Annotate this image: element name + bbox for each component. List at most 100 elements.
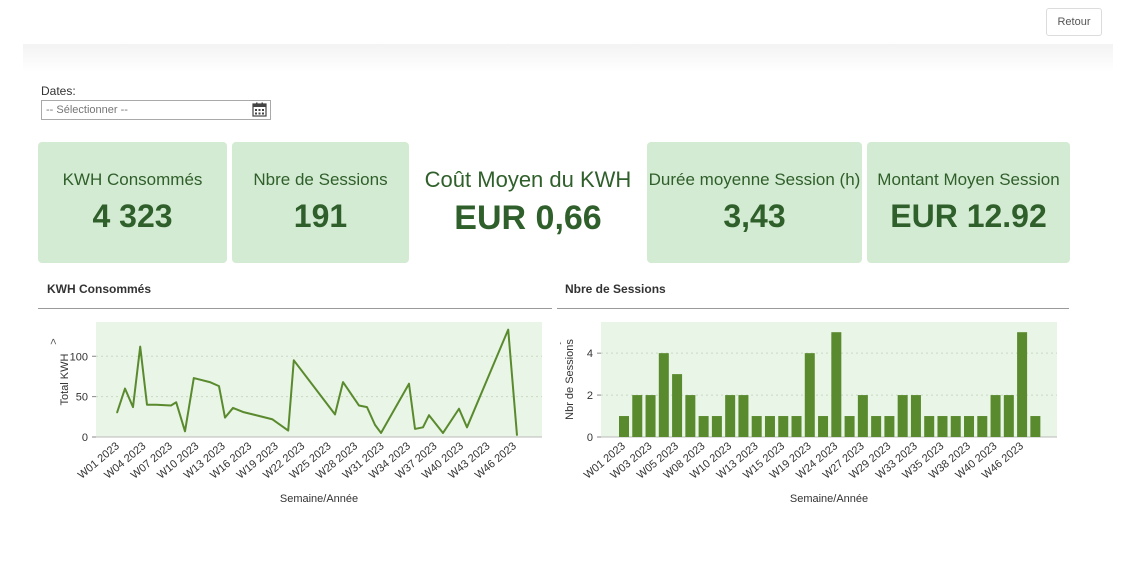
y-tick-label: 4 [587,348,593,360]
data-point [139,345,141,348]
line-chart-title: KWH Consommés [47,282,152,296]
data-point [458,408,460,410]
kpi-value: EUR 12.92 [890,198,1047,234]
x-axis-label: Semaine/Année [280,493,358,505]
bar [950,416,961,437]
data-point [193,377,195,379]
bar [844,416,855,437]
bar [764,416,775,437]
bar [738,395,749,437]
divider [557,308,1069,309]
kpi-card-kwh: KWH Consommés 4 323 [38,142,227,263]
data-point [175,401,177,403]
bar [964,416,975,437]
kpi-value: 191 [293,198,348,234]
bar-chart-title: Nbre de Sessions [565,282,666,296]
bar [1030,416,1041,437]
y-tick-label: 50 [76,392,88,404]
bar [990,395,1001,437]
calendar-icon[interactable] [252,102,267,117]
bar [977,416,988,437]
kpi-card-avg-cost: Coût Moyen du KWH EUR 0,66 [410,142,646,263]
data-point [366,406,368,408]
data-point [124,387,126,390]
data-point [209,381,211,383]
y-tick-label: 2 [587,390,593,402]
bar [857,395,868,437]
data-point [271,418,273,420]
y-axis-chevron-icon: > [48,338,60,344]
bar [658,353,669,437]
back-button[interactable]: Retour [1046,8,1102,36]
data-point [408,383,410,385]
y-axis-label: Nbr de Sessions [564,339,576,420]
bar [751,416,762,437]
y-tick-label: 0 [587,432,593,444]
bar [672,374,683,437]
kpi-label: Coût Moyen du KWH [424,167,632,192]
data-point [146,404,148,406]
kpi-label: Nbre de Sessions [253,170,388,189]
data-point [428,414,430,416]
data-point [232,407,234,409]
data-point [116,412,118,414]
bar [725,395,736,437]
bar [937,416,948,437]
plot-area [601,322,1057,437]
y-axis-label: Total KWH [59,353,71,405]
data-point [334,413,336,415]
kpi-value: EUR 0,66 [454,199,602,237]
kpi-label: Durée moyenne Session (h) [648,170,861,189]
data-point [342,381,344,383]
data-point [466,426,468,428]
bar [791,416,802,437]
data-point [224,417,226,419]
kpi-label: KWH Consommés [62,170,203,189]
data-point [516,434,518,436]
bar [619,416,629,437]
data-point [358,404,360,407]
data-point [422,426,424,428]
bar [711,416,722,437]
data-point [184,430,186,432]
bar [1017,332,1028,437]
data-point [132,406,134,408]
kpi-value: 3,43 [723,198,786,234]
data-point [170,404,172,407]
data-point [242,411,244,413]
bar [645,395,656,437]
date-picker-input[interactable] [41,100,271,120]
kpi-value: 4 323 [92,198,173,234]
bar [818,416,829,437]
bar [897,395,908,437]
data-point [414,428,416,430]
bar [924,416,935,437]
data-point [507,329,509,331]
y-tick-label: 0 [82,432,88,444]
bar [871,416,882,437]
kpi-card-sessions: Nbre de Sessions 191 [232,142,409,263]
divider [38,308,552,309]
bar [1003,395,1014,437]
bar [910,395,921,437]
data-point [374,424,376,426]
data-point [442,432,444,434]
x-axis-label: Semaine/Année [790,493,868,505]
bar [778,416,789,437]
bar [831,332,842,437]
data-point [155,404,157,406]
y-axis-chevron-icon: > [560,338,565,344]
data-point [218,385,220,387]
bar [698,416,709,437]
data-point [293,359,295,361]
bar [804,353,815,437]
bar [685,395,696,437]
plot-area [96,322,542,437]
kpi-label: Montant Moyen Session [877,170,1060,189]
kpi-card-avg-duration: Durée moyenne Session (h) 3,43 [647,142,862,263]
bar [884,416,895,437]
bar [632,395,643,437]
header-band [23,44,1113,72]
